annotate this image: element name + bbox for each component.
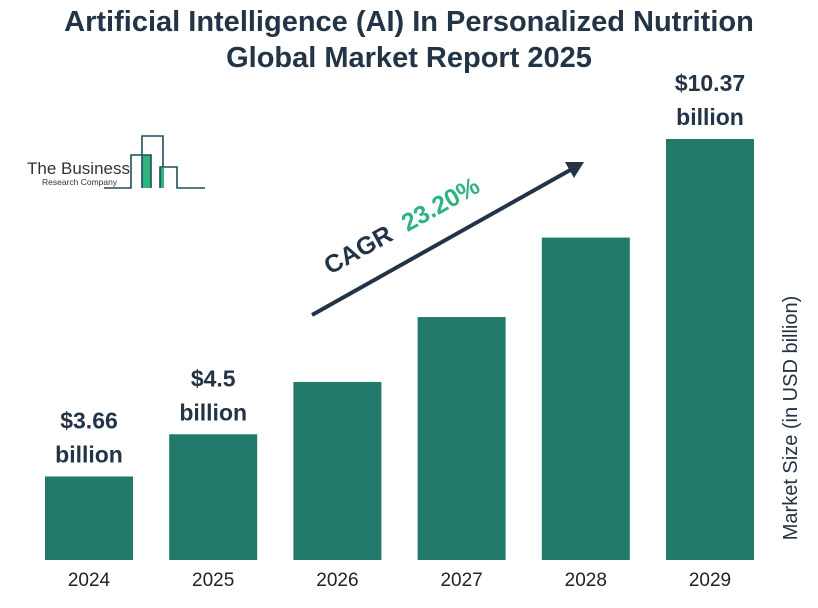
bar-2029 [666, 139, 754, 560]
x-tick-label: 2029 [689, 570, 731, 591]
y-axis-label: Market Size (in USD billion) [780, 296, 802, 541]
bar-2024 [45, 476, 133, 560]
data-label-unit: billion [55, 442, 123, 468]
bar-2027 [417, 317, 506, 560]
logo: The Business Research Company [27, 135, 205, 189]
x-tick-label: 2028 [565, 570, 607, 591]
x-tick-label: 2026 [316, 570, 358, 591]
chart-title-line2: Global Market Report 2025 [226, 42, 592, 74]
data-label-value: $10.37 [675, 70, 745, 96]
bar-2025 [169, 434, 258, 560]
bar-2026 [293, 381, 382, 560]
x-tick-label: 2027 [440, 570, 482, 591]
data-label-value: $3.66 [60, 408, 118, 434]
data-label-value: $4.5 [191, 365, 236, 391]
chart-title-line1: Artificial Intelligence (AI) In Personal… [64, 6, 754, 38]
data-label-unit: billion [676, 104, 744, 130]
data-label-unit: billion [179, 399, 247, 425]
x-tick-label: 2024 [68, 570, 111, 591]
logo-line1: The Business [27, 159, 130, 178]
logo-line2: Research Company [42, 177, 118, 187]
x-tick-label: 2025 [192, 570, 234, 591]
arrow-head-icon [565, 162, 584, 178]
bar-2028 [541, 237, 630, 560]
cagr-prefix: CAGR [319, 220, 397, 280]
